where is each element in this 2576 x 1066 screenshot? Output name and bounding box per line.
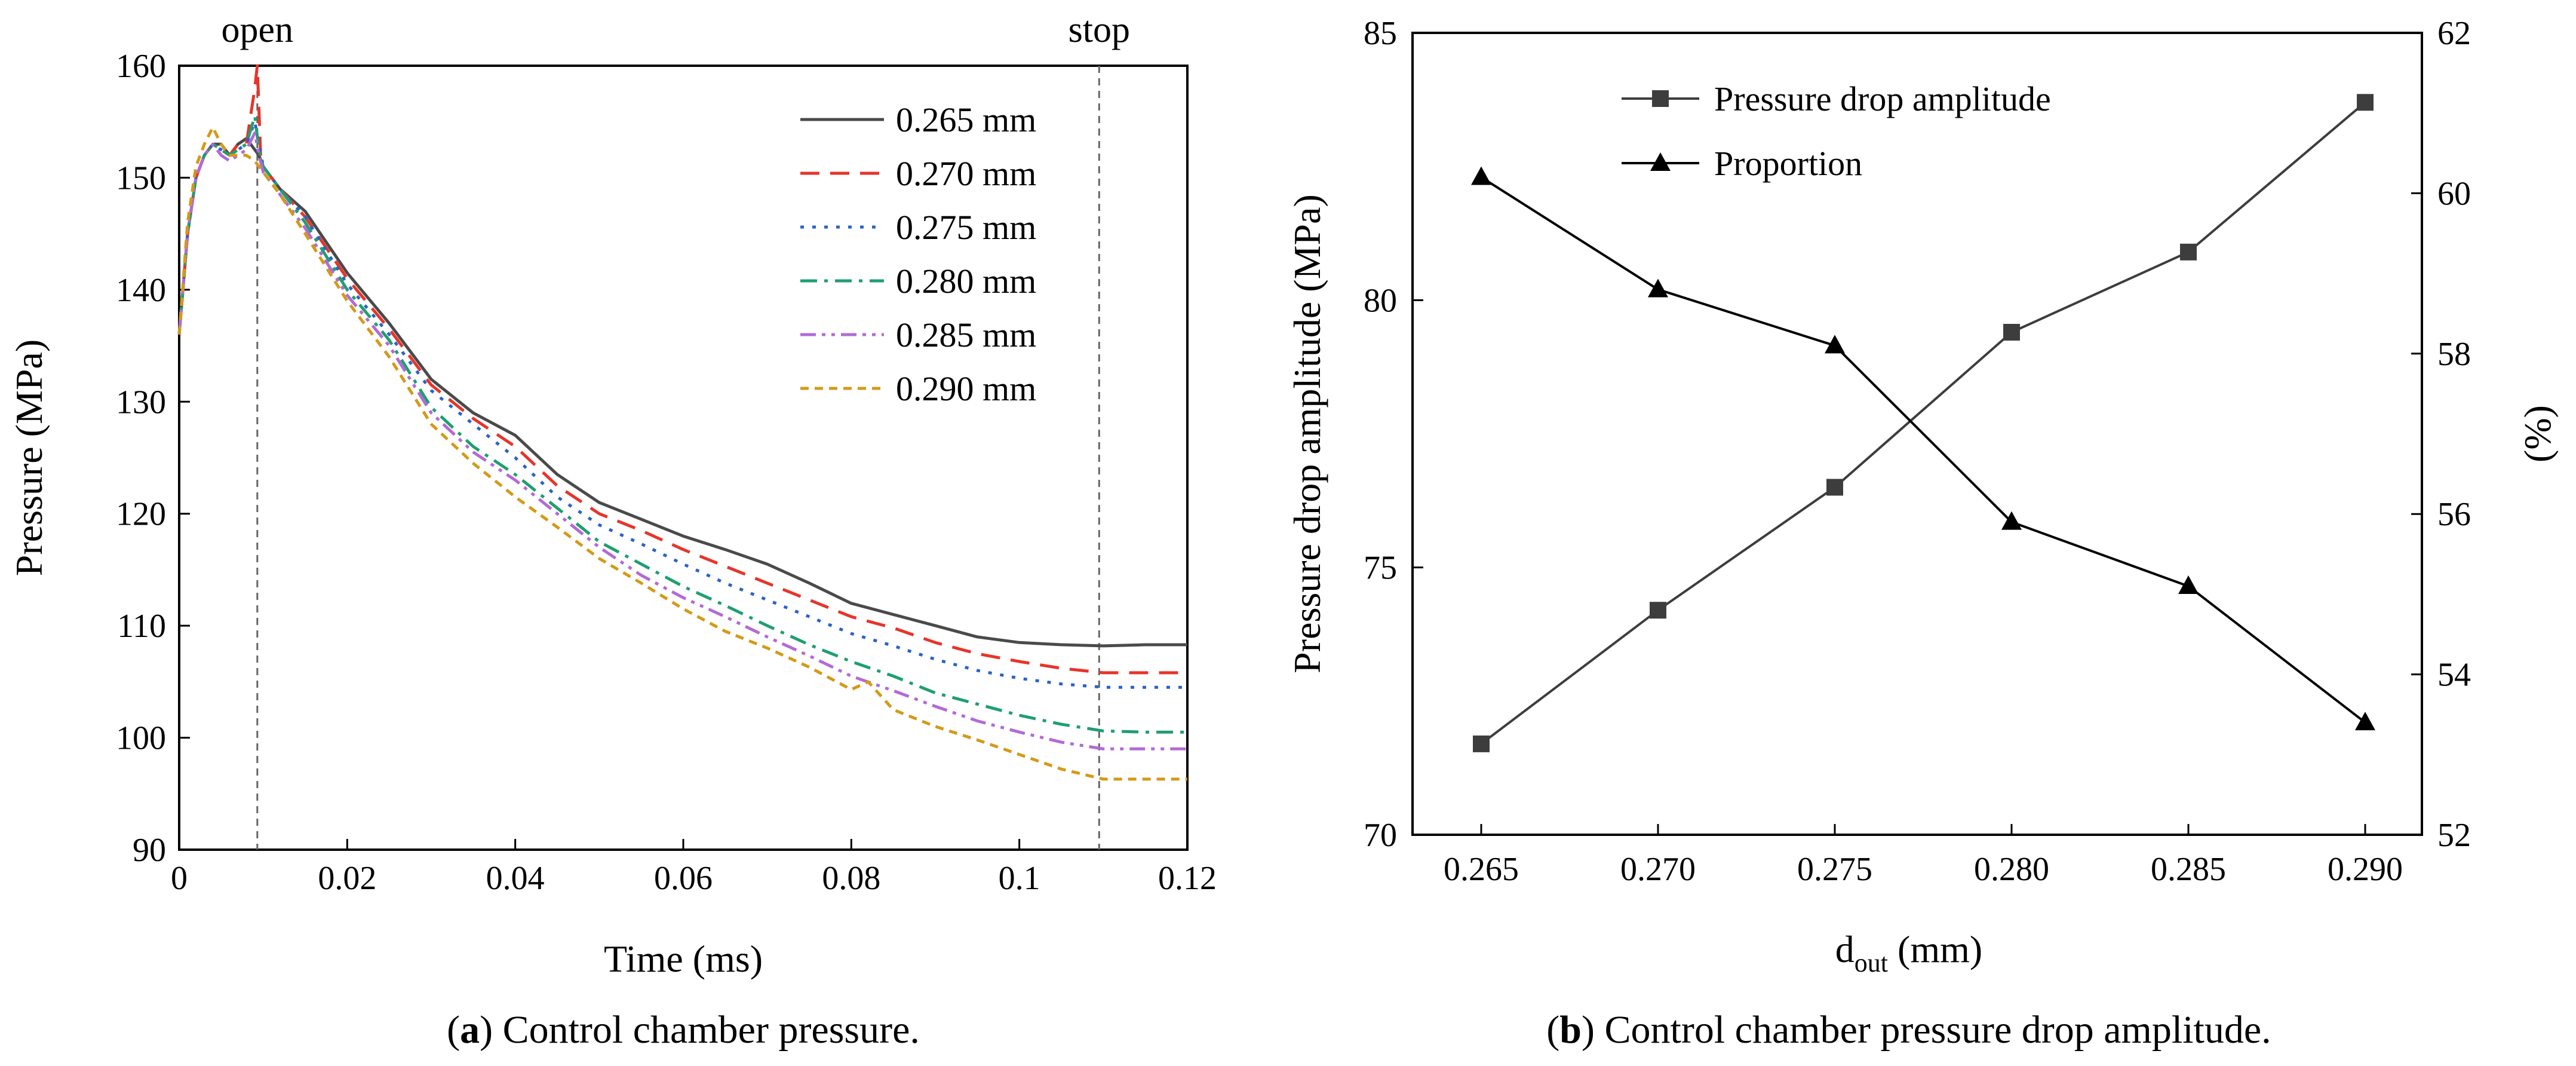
chart-a-xtick-label: 0.08 — [822, 860, 880, 897]
caption-b: (b) Control chamber pressure drop amplit… — [1546, 1008, 2271, 1052]
chart-b-xlabel-unit: (mm) — [1888, 928, 1982, 970]
chart-a-ytick-label: 120 — [116, 496, 166, 533]
caption-b-label: b — [1559, 1008, 1582, 1052]
chart-b-y2tick-label: 62 — [2437, 15, 2471, 52]
chart-b-point-square — [2003, 324, 2020, 341]
chart-b-y2tick-label: 52 — [2437, 817, 2471, 854]
chart-a-ytick-label: 110 — [117, 608, 166, 645]
chart-b-xlabel-subscript: out — [1855, 948, 1888, 978]
chart-b-point-square — [1826, 479, 1843, 496]
chart-b-y2label: (%) — [2516, 405, 2559, 462]
chart-a-legend-label: 0.265 mm — [896, 100, 1036, 139]
chart-b: 0.265 0.270 0.275 0.280 0.285 0.290 70 75 80 85 52… — [1286, 15, 2559, 1052]
chart-b-point-triangle — [2001, 511, 2022, 530]
chart-a-xtick-label: 0.04 — [486, 860, 545, 897]
chart-a-xtick-label: 0.12 — [1158, 860, 1217, 897]
chart-a-xtick-label: 0.02 — [318, 860, 376, 897]
chart-b-y2tick-label: 60 — [2437, 175, 2471, 212]
chart-a-legend-label: 0.270 mm — [896, 154, 1036, 193]
chart-a-ytick-label: 100 — [116, 720, 166, 757]
chart-b-ylabel: Pressure drop amplitude (MPa) — [1286, 194, 1328, 673]
chart-a-xlabel: Time (ms) — [604, 938, 763, 980]
chart-a-annotation-label: stop — [1069, 10, 1130, 50]
chart-a-ylabel: Pressure (MPa) — [8, 339, 50, 576]
chart-b-ytick-label: 80 — [1364, 282, 1397, 319]
chart-a-legend-label: 0.290 mm — [896, 369, 1036, 408]
chart-b-point-triangle — [1825, 335, 1845, 354]
chart-a-series-line — [177, 137, 1187, 648]
chart-b-xtick-label: 0.275 — [1797, 851, 1872, 888]
chart-a-ytick-label: 140 — [116, 272, 166, 309]
chart-b-y2tick-label: 56 — [2437, 496, 2471, 533]
chart-a-series-line — [177, 125, 1187, 781]
chart-b-point-triangle — [2178, 575, 2199, 594]
chart-b-point-square — [2180, 243, 2197, 261]
chart-b-point-triangle — [2355, 712, 2375, 731]
caption-b-text: Control chamber pressure drop amplitude. — [1595, 1008, 2271, 1052]
chart-a-legend-label: 0.285 mm — [896, 315, 1036, 354]
chart-a-series — [177, 64, 1187, 781]
chart-b-legend-marker — [1652, 90, 1669, 107]
chart-a-ticks: 0 0.02 0.04 0.06 0.08 0.1 0.12 90 100 110 120 130 14… — [116, 48, 1217, 897]
chart-b-xlabel: dout (mm) — [1835, 928, 1982, 978]
chart-b-xtick-label: 0.265 — [1444, 851, 1519, 888]
chart-b-point-triangle — [1648, 278, 1668, 298]
chart-b-series — [1471, 94, 2375, 752]
chart-b-plot-frame — [1411, 32, 2423, 836]
chart-b-y2tick-label: 58 — [2437, 336, 2471, 373]
chart-b-ytick-label: 70 — [1364, 817, 1397, 854]
chart-b-xlabel-main: d — [1835, 928, 1855, 970]
chart-a-xtick-label: 0.06 — [654, 860, 713, 897]
chart-a-annotation-label: open — [222, 10, 294, 50]
chart-b-ytick-label: 85 — [1364, 15, 1397, 52]
chart-a-series-line — [177, 131, 1187, 751]
chart-b-xtick-label: 0.290 — [2328, 851, 2403, 888]
chart-b-point-triangle — [1471, 166, 1491, 185]
chart-b-ytick-label: 75 — [1364, 550, 1397, 587]
chart-b-xtick-label: 0.285 — [2151, 851, 2226, 888]
caption-a-text: Control chamber pressure. — [493, 1008, 920, 1052]
chart-b-legend-marker — [1650, 152, 1671, 171]
chart-b-y2tick-label: 54 — [2437, 657, 2471, 694]
chart-a-legend: 0.265 mm 0.270 mm 0.275 mm 0.280 mm 0.285 mm… — [800, 100, 1036, 408]
chart-a-xtick-label: 0.1 — [999, 860, 1040, 897]
chart-b-ticks: 0.265 0.270 0.275 0.280 0.285 0.290 70 75 80 85 52… — [1364, 15, 2471, 888]
chart-b-point-square — [1650, 602, 1666, 619]
caption-a: (a) Control chamber pressure. — [447, 1008, 920, 1052]
chart-a-legend-label: 0.280 mm — [896, 262, 1036, 301]
chart-b-legend: Pressure drop amplitude Proportion — [1622, 79, 2051, 183]
chart-a-ytick-label: 150 — [116, 160, 166, 197]
chart-a-ytick-label: 130 — [116, 384, 166, 421]
chart-b-xtick-label: 0.280 — [1974, 851, 2049, 888]
caption-a-label: a — [460, 1008, 480, 1052]
chart-a-ytick-label: 160 — [116, 48, 166, 85]
chart-b-series-line — [1480, 176, 2366, 724]
chart-b-xtick-label: 0.270 — [1620, 851, 1696, 888]
chart-b-point-square — [1473, 735, 1490, 752]
chart-a-annotations: open stop — [222, 10, 1130, 850]
chart-b-point-square — [2357, 94, 2374, 111]
chart-a-ytick-label: 90 — [133, 832, 166, 869]
chart-b-legend-label: Pressure drop amplitude — [1714, 79, 2051, 118]
chart-a-legend-label: 0.275 mm — [896, 208, 1036, 247]
chart-a-series-line — [177, 114, 1187, 734]
chart-b-series-line — [1480, 101, 2366, 745]
chart-a-xtick-label: 0 — [171, 860, 188, 897]
chart-a: 0 0.02 0.04 0.06 0.08 0.1 0.12 90 100 110 120 130 14… — [8, 10, 1217, 1052]
chart-b-legend-label: Proportion — [1714, 144, 1862, 183]
